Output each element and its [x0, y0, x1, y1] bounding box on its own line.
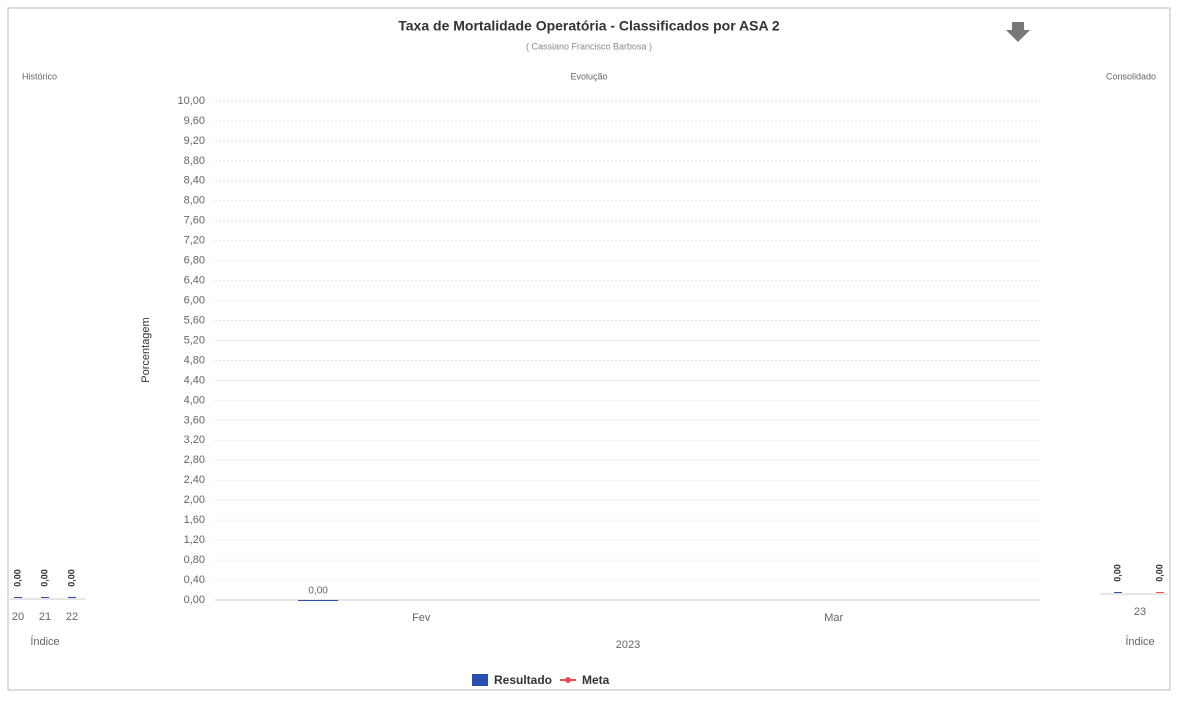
y-tick-label: 9,60 — [184, 115, 205, 127]
y-tick-label: 6,80 — [184, 255, 205, 267]
y-tick-label: 0,80 — [184, 554, 205, 566]
y-tick-label: 4,40 — [184, 374, 205, 386]
y-tick-label: 3,60 — [184, 414, 205, 426]
y-tick-label: 10,00 — [177, 95, 205, 107]
chart-subtitle: ( Cassiano Francisco Barbosa ) — [526, 41, 652, 51]
bar — [41, 597, 49, 598]
x-tick-label: Fev — [412, 612, 431, 624]
legend-swatch — [565, 677, 571, 683]
y-tick-label: 8,00 — [184, 195, 205, 207]
x-tick-label: Mar — [824, 612, 843, 624]
y-tick-label: 1,60 — [184, 514, 205, 526]
y-tick-label: 2,00 — [184, 494, 205, 506]
y-tick-label: 2,40 — [184, 474, 205, 486]
frame — [7, 7, 1171, 691]
data-label: 0,00 — [1154, 564, 1164, 582]
panel-title: Evolução — [570, 71, 607, 81]
data-label: 0,00 — [12, 569, 22, 587]
bar — [14, 597, 22, 598]
y-tick-label: 3,20 — [184, 434, 205, 446]
y-tick-label: 8,80 — [184, 155, 205, 167]
x-axis-label: 2023 — [616, 639, 640, 651]
y-tick-label: 5,20 — [184, 334, 205, 346]
data-label: 0,00 — [66, 569, 76, 587]
y-tick-label: 6,00 — [184, 295, 205, 307]
x-tick-label: 20 — [12, 611, 24, 623]
x-tick-label: 22 — [66, 611, 78, 623]
y-tick-label: 5,60 — [184, 314, 205, 326]
x-axis-label: Índice — [1125, 635, 1154, 648]
bar — [68, 597, 76, 598]
panel-title: Histórico — [22, 71, 57, 81]
bar — [1156, 592, 1164, 593]
bar — [1114, 592, 1122, 593]
data-label: 0,00 — [39, 569, 49, 587]
y-tick-label: 4,80 — [184, 354, 205, 366]
y-tick-label: 0,40 — [184, 574, 205, 586]
panel-title: Consolidado — [1106, 71, 1156, 81]
data-label: 0,00 — [308, 586, 328, 597]
y-tick-label: 7,60 — [184, 215, 205, 227]
y-tick-label: 9,20 — [184, 135, 205, 147]
bar — [298, 600, 339, 601]
download-icon[interactable] — [1006, 22, 1030, 42]
y-axis-label: Porcentagem — [140, 317, 152, 382]
chart-title: Taxa de Mortalidade Operatória - Classif… — [398, 18, 780, 34]
y-tick-label: 6,40 — [184, 275, 205, 287]
x-tick-label: 21 — [39, 611, 51, 623]
data-label: 0,00 — [1112, 564, 1122, 582]
y-tick-label: 4,00 — [184, 394, 205, 406]
y-tick-label: 0,00 — [184, 594, 205, 606]
legend-label: Resultado — [494, 673, 552, 687]
legend-swatch — [472, 674, 488, 686]
y-tick-label: 2,80 — [184, 454, 205, 466]
y-tick-label: 1,20 — [184, 534, 205, 546]
x-tick-label: 23 — [1134, 606, 1146, 618]
x-axis-label: Índice — [30, 635, 59, 648]
y-tick-label: 7,20 — [184, 235, 205, 247]
legend-label: Meta — [582, 673, 610, 687]
y-tick-label: 8,40 — [184, 175, 205, 187]
